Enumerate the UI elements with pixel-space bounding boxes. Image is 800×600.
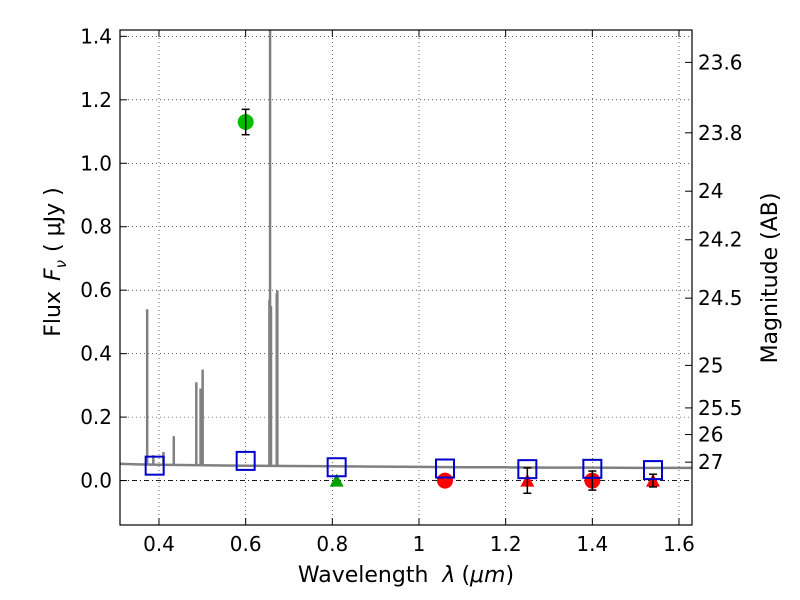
y2-tick-label: 24.2 (698, 228, 743, 252)
y-tick-label: 0.4 (80, 342, 112, 366)
model-magnitude-marker (643, 460, 663, 481)
x-tick-label: 0.4 (143, 532, 175, 556)
y-axis-label: Flux Fν ( μJy ) (41, 187, 70, 336)
y2-tick-label: 26 (698, 423, 723, 447)
y2-tick-label: 24.5 (698, 286, 743, 310)
x-axis-label-unit-close: ) (505, 563, 514, 588)
nondetection-marker (437, 472, 453, 489)
y2-tick-label: 24 (698, 179, 723, 203)
model-magnitude-marker (435, 458, 455, 479)
y-tick-label: 0.2 (80, 405, 112, 429)
x-axis-label-unit-open: ( (461, 563, 470, 588)
y2-tick-label: 25.5 (698, 396, 743, 420)
y2-tick-label: 23.8 (698, 121, 743, 145)
axis-tick-labels: 0.4 0.6 0.8 1 1.2 1.4 1.6 0.0 0.2 0.4 0.6 0.8 1.0 1.2… (80, 24, 742, 556)
y-tick-label: 0.6 (80, 278, 112, 302)
photometry-points (144, 108, 663, 495)
x-tick-label: 1.4 (576, 532, 608, 556)
y-tick-label: 1.0 (80, 151, 112, 175)
x-axis-label-symbol: λ (441, 563, 455, 588)
x-tick-label: 1 (413, 532, 426, 556)
model-magnitude-marker (235, 450, 256, 471)
model-spectrum (119, 30, 692, 470)
plot-frame (119, 29, 693, 526)
y-tick-label: 0.8 (80, 215, 112, 239)
y-axis-label-symbol: F (41, 268, 66, 281)
x-tick-label: 1.2 (490, 532, 522, 556)
x-axis-label: Wavelength λ (μm) (298, 563, 514, 588)
y-tick-label: 1.2 (80, 88, 112, 112)
y2-tick-label: 27 (698, 450, 723, 474)
y-axis-label-text: Flux (41, 291, 66, 337)
model-magnitude-marker (517, 459, 538, 480)
y-axis-label-subscript: ν (52, 260, 70, 268)
axis-ticks (120, 30, 692, 525)
y-tick-label: 1.4 (80, 24, 112, 48)
x-axis-label-text: Wavelength (298, 563, 429, 588)
y2-axis-label: Magnitude (AB) (758, 193, 783, 364)
x-tick-label: 0.8 (316, 532, 348, 556)
x-axis-label-unit: μm (469, 563, 505, 588)
y2-tick-label: 25 (698, 353, 723, 377)
y-axis-label-unit: ( μJy ) (41, 187, 66, 252)
y-tick-label: 0.0 (80, 469, 112, 493)
model-continuum (119, 462, 692, 470)
model-magnitude-marker (582, 458, 603, 479)
upper-limit-marker (329, 473, 344, 487)
x-tick-label: 1.6 (663, 532, 695, 556)
x-tick-label: 0.6 (230, 532, 262, 556)
model-magnitude-marker (326, 457, 347, 478)
model-magnitude-marker (144, 455, 165, 476)
y2-tick-label: 23.6 (698, 50, 743, 74)
